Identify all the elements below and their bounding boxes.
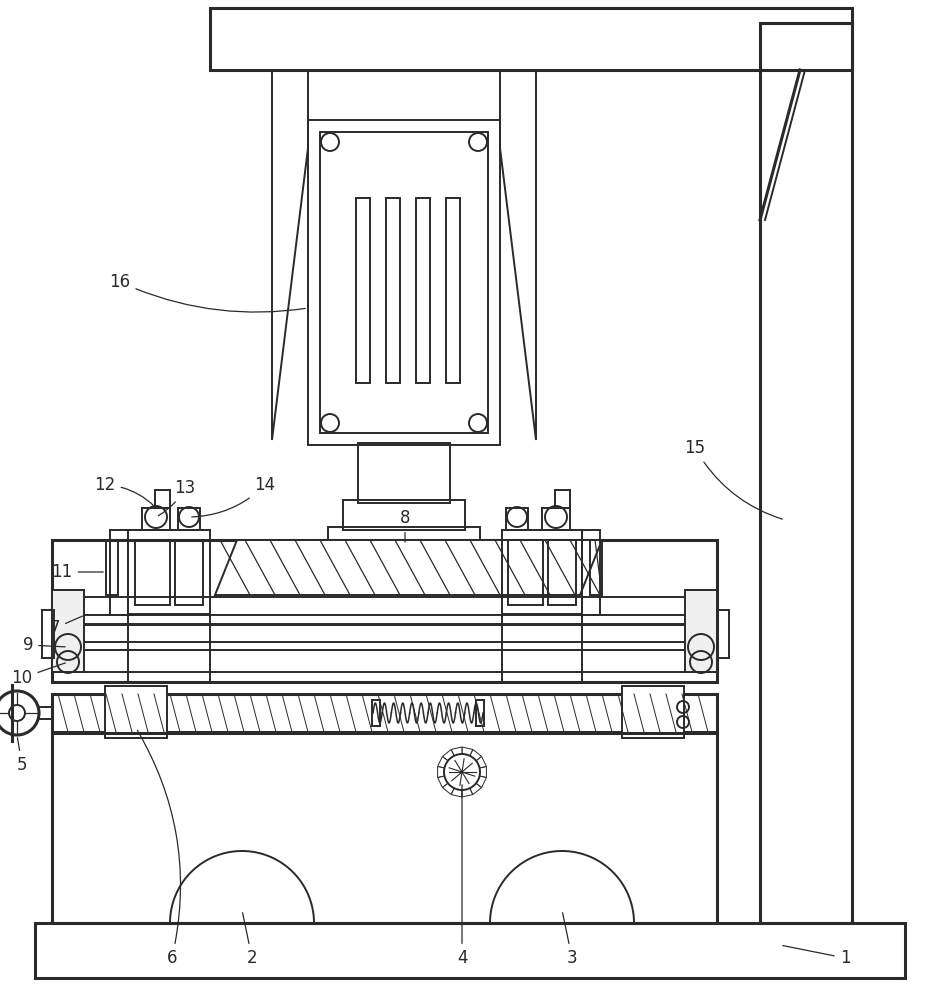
Text: 15: 15 xyxy=(684,439,783,519)
Text: 10: 10 xyxy=(11,663,66,687)
Text: 12: 12 xyxy=(94,476,154,506)
Bar xyxy=(106,540,118,595)
Bar xyxy=(320,132,488,433)
Text: 7: 7 xyxy=(50,616,83,637)
Bar xyxy=(52,650,717,672)
Bar xyxy=(210,8,852,70)
Text: 8: 8 xyxy=(400,509,410,542)
Polygon shape xyxy=(480,767,486,777)
Polygon shape xyxy=(451,788,462,797)
Bar xyxy=(142,508,170,530)
Text: 2: 2 xyxy=(243,913,257,967)
Bar xyxy=(416,198,430,383)
Bar xyxy=(622,686,684,738)
Bar xyxy=(476,700,484,726)
Bar xyxy=(52,590,84,672)
Bar xyxy=(178,508,200,530)
Bar xyxy=(358,443,450,503)
Bar xyxy=(35,923,905,978)
Bar xyxy=(52,624,717,642)
Text: 4: 4 xyxy=(457,785,467,967)
Bar xyxy=(175,540,203,605)
Bar xyxy=(555,490,570,508)
Text: 13: 13 xyxy=(158,479,195,516)
Circle shape xyxy=(444,754,480,790)
Polygon shape xyxy=(476,776,486,788)
Bar xyxy=(105,686,167,738)
Bar xyxy=(308,120,500,445)
Text: 9: 9 xyxy=(23,636,66,654)
Bar xyxy=(343,500,465,530)
Bar xyxy=(52,694,717,732)
Text: 6: 6 xyxy=(137,730,181,967)
Polygon shape xyxy=(438,776,447,788)
Bar xyxy=(128,614,210,682)
Bar xyxy=(590,540,602,595)
Bar xyxy=(356,198,370,383)
Bar xyxy=(128,530,210,615)
Polygon shape xyxy=(470,783,482,794)
Bar xyxy=(508,540,543,605)
Polygon shape xyxy=(470,750,482,761)
Text: 5: 5 xyxy=(17,738,28,774)
Text: 11: 11 xyxy=(51,563,103,581)
Text: 16: 16 xyxy=(109,273,306,312)
Bar xyxy=(502,614,582,682)
Bar xyxy=(446,198,460,383)
Bar xyxy=(685,590,717,672)
Text: 14: 14 xyxy=(191,476,275,517)
Polygon shape xyxy=(215,540,602,595)
Polygon shape xyxy=(476,756,486,768)
Polygon shape xyxy=(462,788,473,797)
Polygon shape xyxy=(443,750,454,761)
Bar xyxy=(760,23,852,923)
Bar xyxy=(155,490,170,508)
Bar xyxy=(52,597,717,615)
Bar xyxy=(717,610,729,658)
Bar xyxy=(110,530,128,615)
Bar xyxy=(548,540,576,605)
Bar xyxy=(52,540,717,682)
Bar xyxy=(135,540,170,605)
Bar xyxy=(42,610,54,658)
Polygon shape xyxy=(438,756,447,768)
Polygon shape xyxy=(443,783,454,794)
Bar xyxy=(372,700,380,726)
Polygon shape xyxy=(451,747,462,756)
Bar xyxy=(506,508,528,530)
Bar xyxy=(386,198,400,383)
Bar xyxy=(542,508,570,530)
Bar xyxy=(52,733,717,923)
Text: 3: 3 xyxy=(563,913,577,967)
Text: 1: 1 xyxy=(783,946,850,967)
Bar xyxy=(582,530,600,615)
Bar xyxy=(363,553,445,580)
Polygon shape xyxy=(438,767,445,777)
Polygon shape xyxy=(462,747,473,756)
Bar xyxy=(328,527,480,555)
Bar xyxy=(502,530,582,615)
